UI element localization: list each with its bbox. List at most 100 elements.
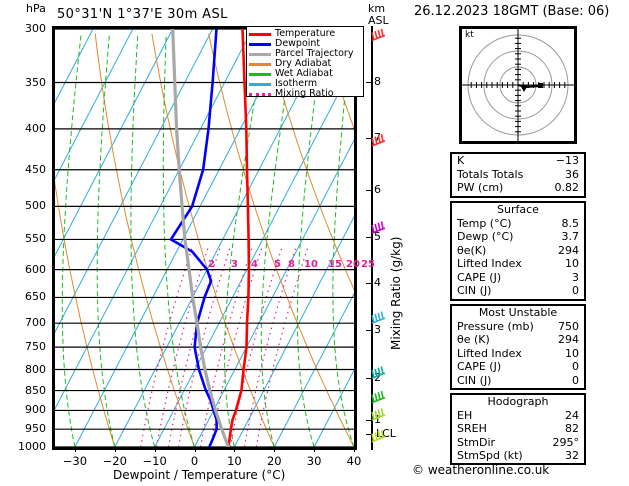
table-row: Lifted Index 10 — [452, 257, 584, 271]
table-row-value: 750 — [558, 319, 579, 333]
height-tick-label: 6 — [374, 183, 381, 196]
legend-label: Dry Adiabat — [275, 58, 332, 70]
temperature-tick-label: −10 — [142, 454, 167, 468]
legend-swatch — [249, 52, 271, 56]
page-title: 50°31'N 1°37'E 30m ASL — [57, 7, 228, 22]
legend-item: Dewpoint — [249, 39, 363, 49]
legend-item: Wet Adiabat — [249, 69, 363, 79]
legend-label: Isotherm — [275, 78, 318, 90]
table-row-value: 294 — [558, 243, 579, 257]
legend-label: Mixing Ratio — [275, 88, 334, 100]
table-row-value: 0.82 — [554, 181, 580, 194]
table-row-value: 295° — [552, 435, 580, 449]
height-tick — [366, 378, 372, 379]
height-tick-label: 7 — [374, 131, 381, 144]
date-header: 26.12.2023 18GMT (Base: 06) — [414, 4, 610, 19]
table-row-value: 0 — [572, 373, 579, 387]
table-row: EH 24 — [452, 409, 584, 423]
temperature-tick-label: 40 — [346, 454, 362, 468]
legend-swatch — [249, 72, 271, 76]
height-tick-label: 1 — [374, 413, 381, 426]
height-units-label-1: km — [368, 2, 386, 15]
table-row-value: 32 — [565, 449, 579, 462]
table-title: Most Unstable — [478, 306, 558, 319]
table-row: PW (cm) 0.82 — [452, 181, 584, 195]
height-tick-label: 8 — [374, 75, 381, 88]
mixing-ratio-value-label: 15 — [328, 259, 342, 270]
info-panel: 26.12.2023 18GMT (Base: 06) kt K −13 Total… — [410, 0, 629, 486]
legend-swatch — [249, 82, 271, 86]
height-tick — [366, 330, 372, 331]
skewt-chart: hPa 50°31'N 1°37'E 30m ASL km ASL 300 350… — [18, 2, 403, 482]
mixing-ratio-value-label: 2 — [208, 259, 215, 270]
footer-copyright: © weatheronline.co.uk — [412, 463, 550, 477]
legend-label: Temperature — [275, 28, 336, 40]
table-row: CIN (J) 0 — [452, 284, 584, 298]
temperature-tick-label: 10 — [227, 454, 242, 468]
height-tick-label: 4 — [374, 276, 381, 289]
table-row-value: 0 — [572, 284, 579, 297]
legend-swatch — [249, 62, 271, 66]
temperature-tick-label: −30 — [62, 454, 88, 468]
temperature-tick — [154, 447, 156, 452]
table-row-label: CAPE (J) — [457, 270, 502, 284]
wind-barb-column — [371, 28, 386, 443]
table-row-value: 36 — [565, 167, 579, 181]
pressure-tick-label: 300 — [25, 22, 46, 35]
table-row-label: EH — [457, 408, 473, 422]
legend-item: Parcel Trajectory — [249, 49, 363, 59]
lcl-tick — [366, 434, 372, 435]
table-row-label: Lifted Index — [457, 257, 522, 270]
temperature-tick-label: 30 — [306, 454, 322, 468]
hodograph-units-label: kt — [465, 30, 474, 40]
surface-parcel-table: Surface Temp (°C) 8.5 Dewp (°C) 3.7 θe(K) 294 L… — [450, 201, 586, 301]
pressure-tick-label: 400 — [25, 121, 46, 135]
temperature-tick — [354, 447, 355, 452]
table-row-label: Dewp (°C) — [457, 230, 514, 243]
chart-legend: Temperature Dewpoint Parcel Trajectory Dry … — [246, 26, 364, 100]
temperature-tick-label: 20 — [266, 454, 282, 468]
temperature-tick — [194, 447, 196, 452]
legend-item: Isotherm — [249, 79, 363, 89]
table-row-value: 3.7 — [561, 230, 580, 243]
table-row-value: 24 — [565, 408, 579, 422]
legend-label: Parcel Trajectory — [275, 48, 354, 60]
pressure-tick-label: 650 — [25, 290, 46, 304]
pressure-tick-label: 750 — [25, 340, 46, 354]
stability-indices-table: K −13 Totals Totals 36 PW (cm) 0.82 — [450, 152, 586, 198]
height-tick — [366, 190, 372, 191]
table-title: Surface — [497, 203, 539, 216]
table-row: Pressure (mb) 750 — [452, 320, 584, 334]
table-row: SREH 82 — [452, 422, 584, 436]
table-row-value: 82 — [565, 422, 579, 435]
legend-label: Wet Adiabat — [275, 68, 333, 80]
mixing-ratio-value-label: 20 — [346, 259, 360, 270]
height-axis-line — [371, 26, 373, 450]
temperature-tick — [74, 447, 76, 452]
legend-item: Temperature — [249, 29, 363, 39]
pressure-tick-label: 350 — [25, 75, 46, 89]
temperature-tick — [314, 447, 316, 452]
table-row-label: CAPE (J) — [457, 360, 502, 373]
table-row: CAPE (J) 3 — [452, 271, 584, 285]
height-tick-label: 3 — [374, 323, 381, 336]
mixing-ratio-value-label: 4 — [251, 259, 258, 270]
table-row: StmDir 295° — [452, 436, 584, 450]
table-row-label: Pressure (mb) — [457, 319, 534, 333]
height-tick — [366, 420, 372, 421]
legend-swatch — [249, 92, 271, 96]
most-unstable-table: Most Unstable Pressure (mb) 750 θe (K) 294 Li… — [450, 304, 586, 390]
pressure-tick-label: 600 — [25, 262, 46, 276]
pressure-tick-label: 450 — [25, 162, 46, 176]
table-row-label: SREH — [457, 422, 487, 435]
x-axis-title: Dewpoint / Temperature (°C) — [113, 468, 286, 482]
pressure-units-label: hPa — [26, 2, 46, 15]
table-row-label: Totals Totals — [457, 167, 524, 181]
table-row: θe(K) 294 — [452, 244, 584, 258]
height-tick — [366, 82, 372, 83]
table-row-value: 294 — [558, 333, 579, 346]
table-row: θe (K) 294 — [452, 333, 584, 347]
legend-swatch — [249, 42, 271, 46]
pressure-tick-label: 550 — [25, 232, 46, 246]
mixing-ratio-value-label: 5 — [274, 259, 281, 270]
